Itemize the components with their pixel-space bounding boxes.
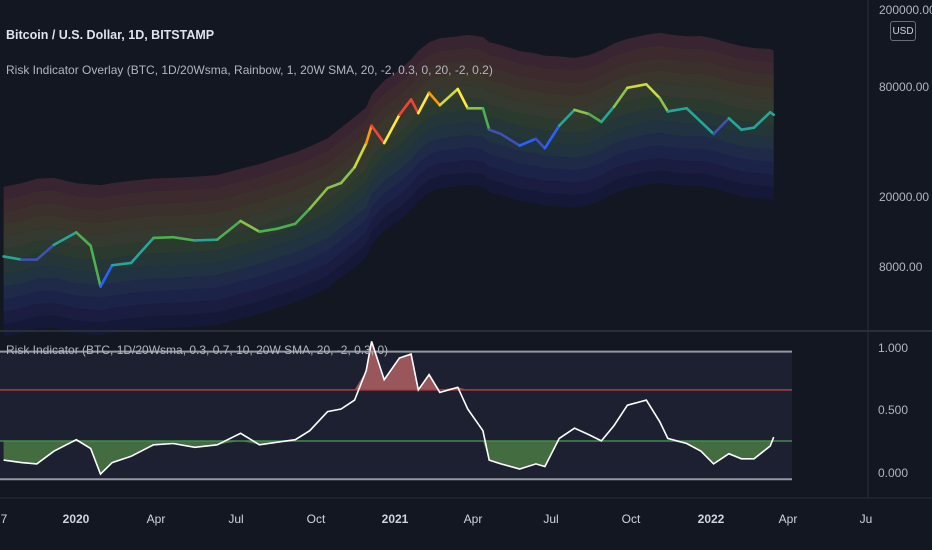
price-segment (74, 231, 92, 248)
time-tick: Oct (306, 512, 326, 526)
price-segment (573, 108, 591, 116)
price-segment (129, 236, 155, 265)
time-tick: Ju (859, 512, 873, 526)
price-segment (2, 255, 23, 261)
price-segment (258, 227, 279, 233)
time-tick: 2020 (62, 512, 90, 526)
price-segment (587, 112, 603, 124)
price-segment (499, 132, 522, 147)
price-segment (239, 219, 261, 233)
price-segment (294, 207, 311, 226)
price-segment (152, 235, 175, 240)
price-segment (658, 96, 670, 113)
price-segment (626, 82, 648, 90)
price-segment (666, 106, 688, 113)
price-tick: 200000.00 (879, 3, 932, 17)
time-tick: Apr (778, 512, 798, 526)
currency-button[interactable]: USD (890, 21, 916, 41)
price-segment (339, 165, 356, 185)
price-segment (456, 87, 469, 110)
grid-lines (0, 0, 932, 499)
price-segment (481, 106, 491, 132)
price-segment (487, 128, 503, 136)
price-line (2, 82, 776, 288)
price-segment (699, 120, 715, 136)
price-segment (612, 86, 629, 109)
price-segment (740, 126, 756, 132)
risk-reference-lines (0, 350, 792, 481)
overbought-fill (3, 341, 774, 390)
price-segment (99, 263, 114, 288)
time-tick: Apr (146, 512, 166, 526)
risk-line (3, 341, 775, 476)
price-segment (35, 243, 56, 261)
price-segment (308, 186, 329, 211)
risk-line-path (3, 341, 775, 476)
time-tick: 2022 (697, 512, 725, 526)
risk-tick: 0.000 (878, 466, 909, 480)
price-segment (370, 124, 386, 145)
overlay-legend[interactable]: Risk Indicator Overlay (BTC, 1D/20Wsma, … (6, 63, 493, 77)
oversold-fill (3, 440, 774, 475)
price-segment (215, 219, 242, 241)
price-segment (557, 108, 576, 127)
price-segment (52, 231, 78, 247)
price-segment (353, 141, 368, 169)
price-segment (326, 181, 343, 190)
price-segment (518, 137, 538, 147)
price-tick: 20000.00 (879, 190, 930, 204)
price-segment (752, 110, 772, 129)
price-segment (727, 116, 743, 132)
price-segment (276, 222, 297, 230)
price-segment (543, 124, 561, 150)
price-segment (398, 98, 413, 117)
price-segment (600, 105, 616, 124)
time-tick: Jul (543, 512, 559, 526)
price-tick: 80000.00 (879, 80, 930, 94)
price-segment (193, 238, 219, 242)
price-segment (171, 235, 197, 242)
time-tick: Oct (621, 512, 641, 526)
indicator-legend[interactable]: Risk Indicator (BTC, 1D/20Wsma, 0.3, 0.7… (6, 343, 389, 357)
time-tick: 7 (0, 512, 8, 526)
price-segment (712, 116, 731, 136)
price-segment (644, 82, 662, 100)
risk-threshold-fills (0, 341, 792, 480)
price-segment (768, 110, 776, 117)
time-tick: Jul (228, 512, 244, 526)
price-segment (534, 137, 547, 150)
price-segment (416, 91, 431, 115)
price-segment (438, 87, 460, 107)
price-segment (427, 91, 442, 107)
time-tick: 2021 (381, 512, 409, 526)
price-segment (364, 124, 373, 145)
price-segment (382, 113, 401, 145)
price-tick: 8000.00 (879, 260, 923, 274)
price-segment (110, 261, 133, 267)
time-tick: Apr (463, 512, 483, 526)
price-segment (409, 98, 420, 115)
symbol-title[interactable]: Bitcoin / U.S. Dollar, 1D, BITSTAMP (6, 28, 215, 42)
risk-tick: 0.500 (878, 403, 909, 417)
price-segment (685, 106, 703, 124)
price-segment (89, 244, 102, 288)
risk-tick: 1.000 (878, 341, 909, 355)
rainbow-bands (3, 32, 774, 337)
